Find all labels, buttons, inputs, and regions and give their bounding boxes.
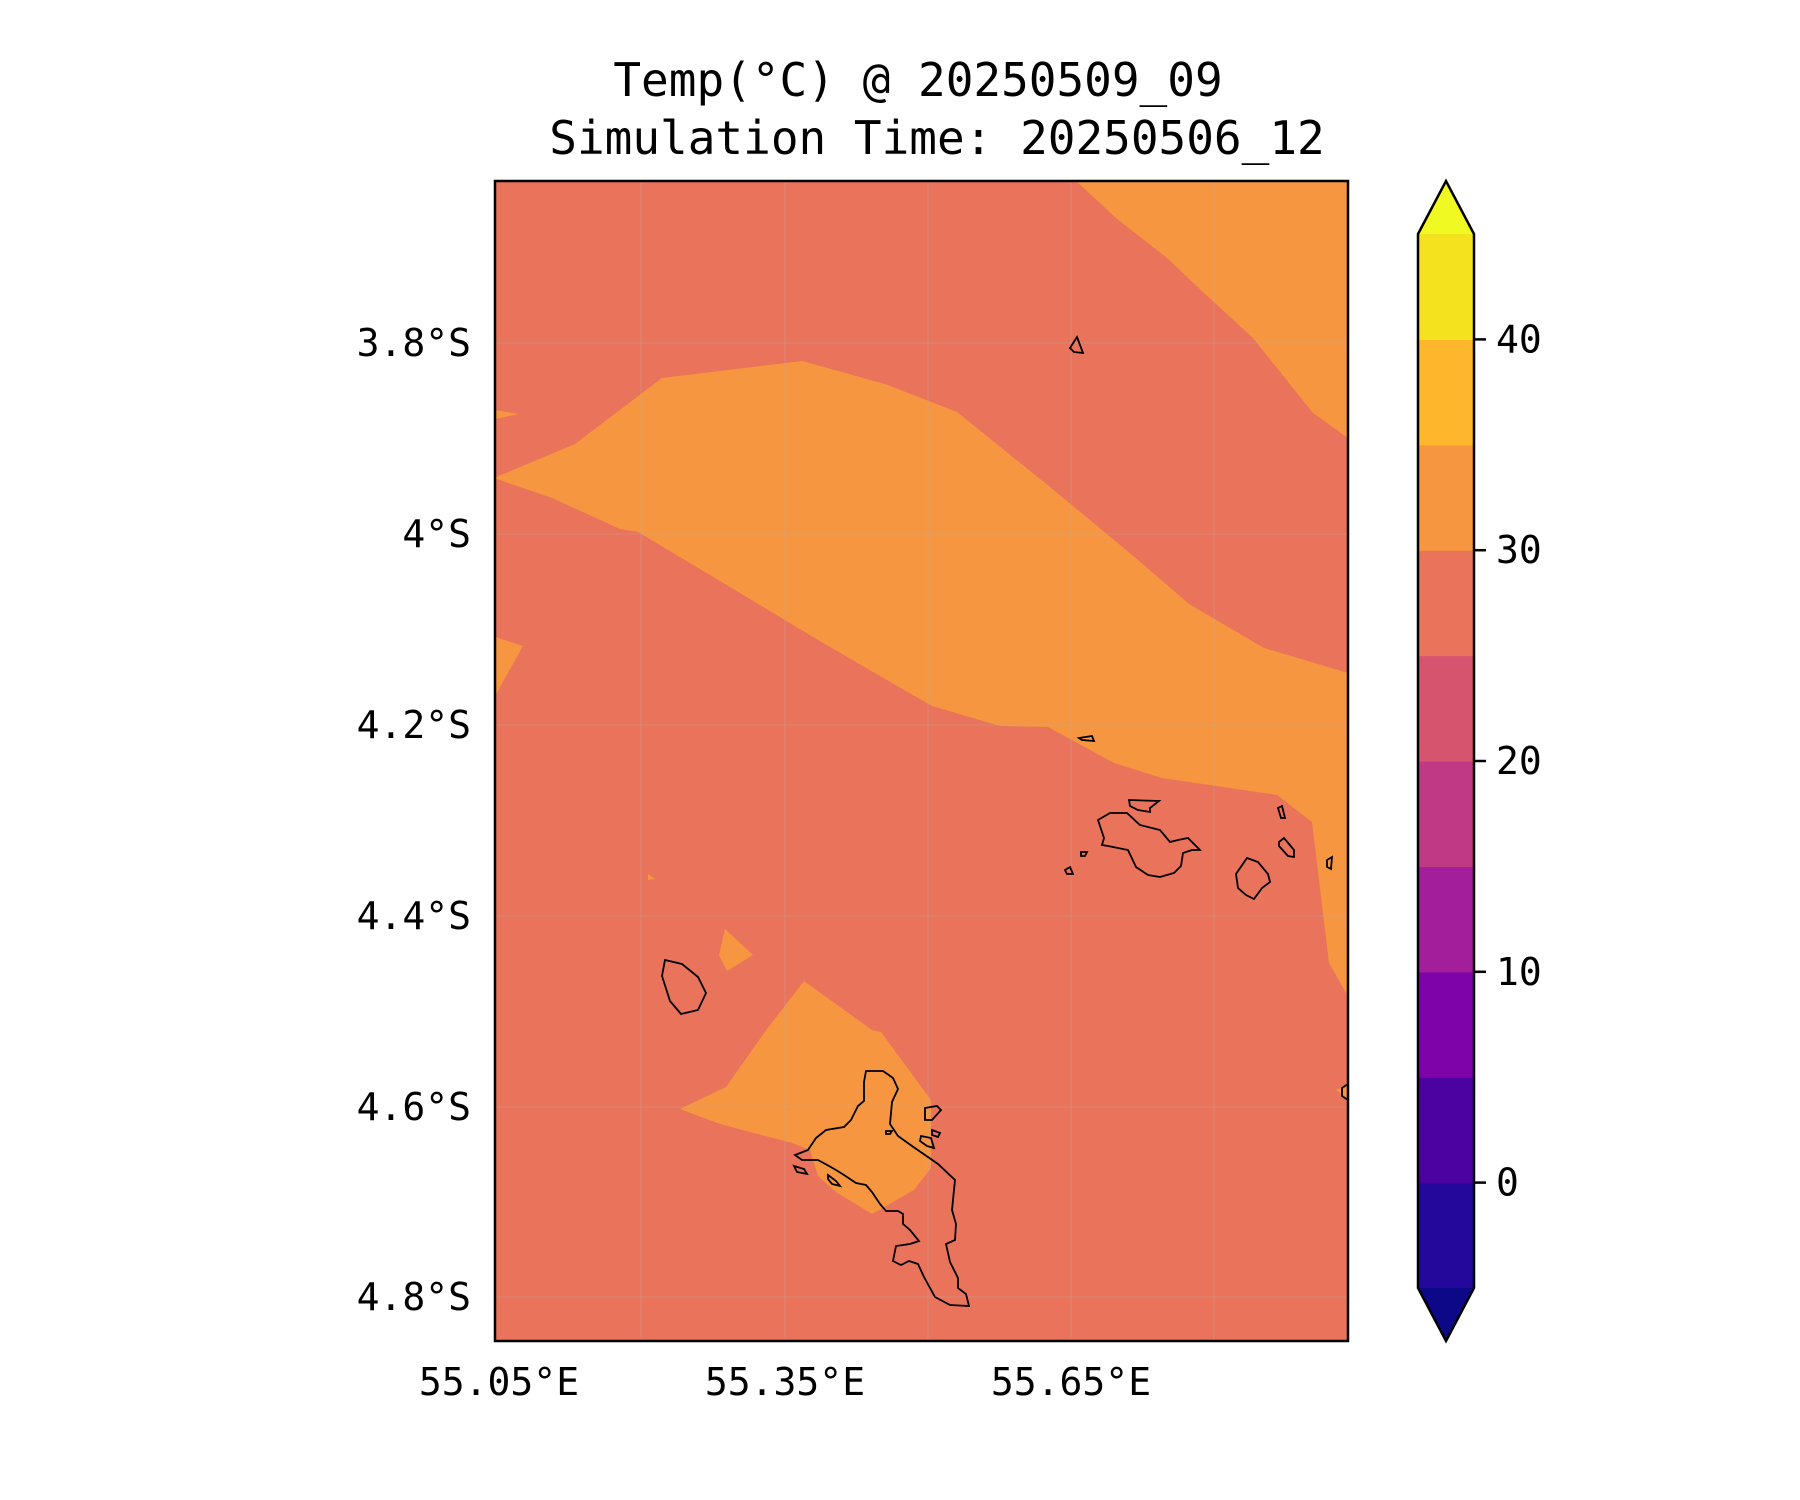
warm-patch-west-2 <box>495 637 523 696</box>
coastline-small-island-1 <box>1068 334 1085 355</box>
colorbar-band <box>1418 1182 1474 1289</box>
warm-patch-small-1 <box>719 929 753 971</box>
x-axis: 55.05°E 55.35°E 55.65°E <box>419 1360 1151 1404</box>
warm-patch-small-2 <box>648 874 655 880</box>
colorbar-tick-label: 30 <box>1496 528 1542 572</box>
colorbar-band <box>1418 444 1474 551</box>
x-tick-label: 55.05°E <box>419 1360 579 1404</box>
colorbar: 0 10 20 30 40 <box>1416 178 1542 1344</box>
coastline-small-island-12 <box>792 1164 809 1176</box>
warm-band-south <box>680 981 931 1214</box>
colorbar-band <box>1418 1077 1474 1184</box>
coastline-small-island-11 <box>931 1128 942 1139</box>
coastline-mahe-island <box>793 1070 971 1307</box>
colorbar-band <box>1418 550 1474 657</box>
title-line-1: Temp(°C) @ 20250509_09 <box>613 53 1222 107</box>
y-tick-label: 4.2°S <box>357 703 471 747</box>
coastline-small-island-14 <box>885 1130 894 1135</box>
map-panel <box>493 179 1350 1343</box>
y-tick-label: 3.8°S <box>357 321 471 365</box>
warm-band-main <box>494 361 1348 996</box>
colorbar-under-arrow <box>1418 1288 1474 1341</box>
coastline-small-island-6 <box>1063 865 1075 875</box>
colorbar-band <box>1418 761 1474 867</box>
coastline-small-island-4 <box>1278 836 1295 859</box>
coastline-praslin-island <box>1096 812 1203 878</box>
colorbar-tick-label: 0 <box>1496 1161 1519 1205</box>
colorbar-band <box>1418 339 1474 446</box>
y-tick-label: 4.6°S <box>357 1085 471 1129</box>
y-tick-label: 4.4°S <box>357 894 471 938</box>
warm-patch-west-1 <box>495 410 519 419</box>
title-line-2: Simulation Time: 20250506_12 <box>549 111 1324 165</box>
coastline-silhouette-island <box>661 958 708 1016</box>
colorbar-over-arrow <box>1418 181 1474 234</box>
coastline-small-island-7 <box>1080 851 1089 857</box>
colorbar-band <box>1418 971 1474 1078</box>
colorbar-tick-label: 20 <box>1496 739 1542 783</box>
x-tick-label: 55.65°E <box>991 1360 1151 1404</box>
colorbar-tick-label: 10 <box>1496 950 1542 994</box>
coastline-small-island-3 <box>1276 804 1287 819</box>
coastline-small-island-9 <box>924 1105 943 1121</box>
y-axis: 3.8°S 4°S 4.2°S 4.4°S 4.6°S 4.8°S <box>357 321 471 1319</box>
map-frame <box>493 179 1350 1343</box>
colorbar-ticks: 0 10 20 30 40 <box>1474 317 1542 1205</box>
coastline-small-island-13 <box>827 1173 843 1188</box>
coastline-small-island-2 <box>1076 735 1096 743</box>
y-tick-label: 4.8°S <box>357 1275 471 1319</box>
map-gridlines <box>495 181 1348 1341</box>
x-tick-label: 55.35°E <box>705 1360 865 1404</box>
colorbar-band <box>1418 655 1474 762</box>
colorbar-bands <box>1418 234 1474 1289</box>
coastline-curieuse-island <box>1127 799 1162 814</box>
colorbar-tick-label: 40 <box>1496 317 1542 361</box>
y-tick-label: 4°S <box>402 512 471 556</box>
warm-temperature-regions <box>494 181 1348 1214</box>
coastline-small-island-10 <box>919 1134 936 1150</box>
colorbar-outline <box>1416 178 1476 1344</box>
warm-band-northeast <box>1076 181 1348 438</box>
coastline-small-island-5 <box>1326 855 1334 871</box>
coastline-la-digue-island <box>1235 856 1272 901</box>
island-coastlines <box>661 334 1349 1307</box>
colorbar-band <box>1418 866 1474 973</box>
colorbar-band <box>1418 234 1474 340</box>
